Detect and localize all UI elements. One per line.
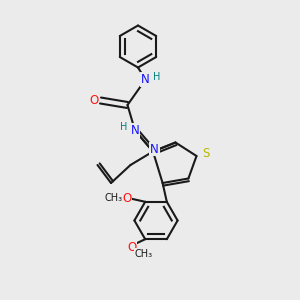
Text: CH₃: CH₃ [104, 193, 122, 203]
Text: S: S [202, 147, 209, 160]
Text: N: N [141, 73, 150, 86]
Text: H: H [153, 71, 161, 82]
Text: O: O [127, 241, 136, 254]
Text: N: N [150, 142, 159, 156]
Text: O: O [89, 94, 98, 107]
Text: CH₃: CH₃ [135, 249, 153, 259]
Text: O: O [122, 192, 131, 205]
Text: H: H [120, 122, 127, 133]
Text: N: N [130, 124, 140, 137]
